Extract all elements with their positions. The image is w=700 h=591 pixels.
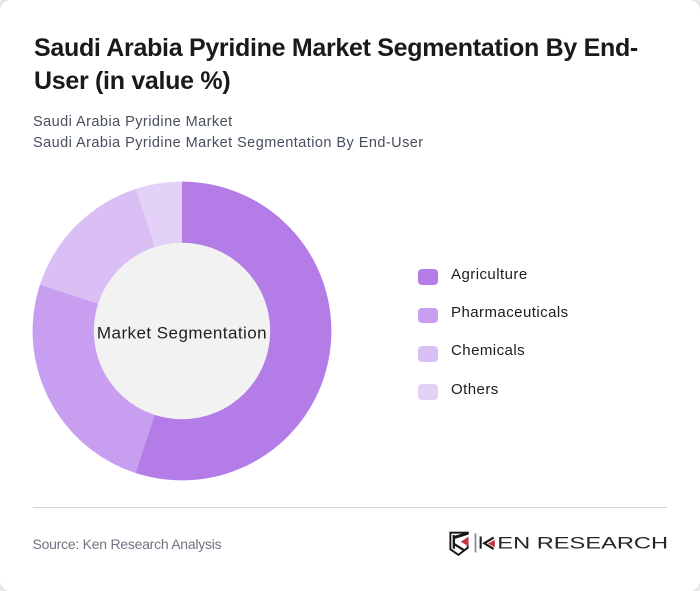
svg-text:EN RESEARCH: EN RESEARCH: [497, 535, 668, 553]
svg-text:Market Segmentation: Market Segmentation: [97, 323, 267, 342]
